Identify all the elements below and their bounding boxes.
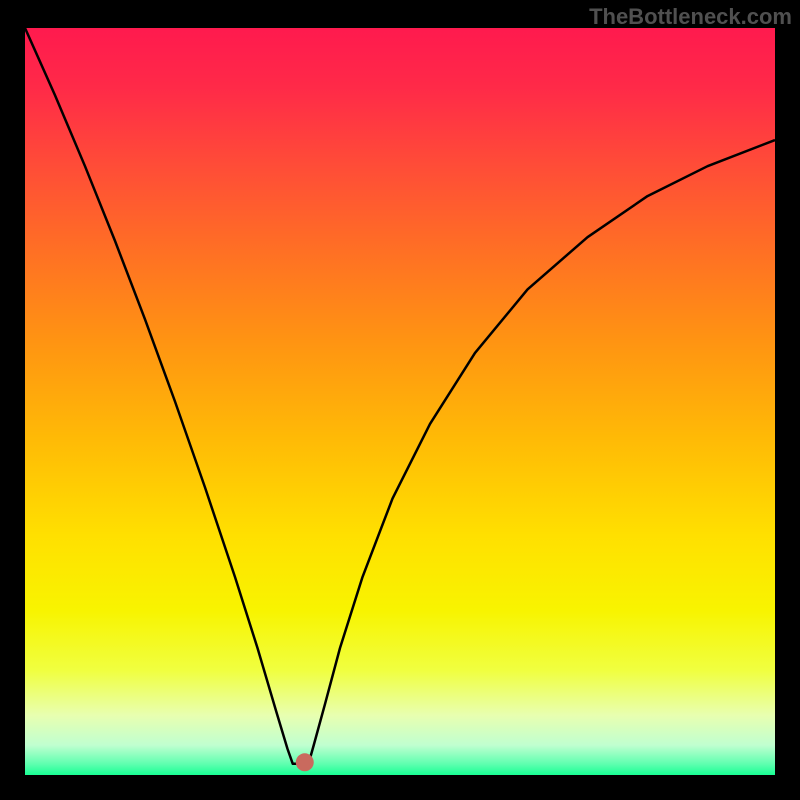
bottleneck-chart	[0, 0, 800, 800]
watermark-text: TheBottleneck.com	[589, 4, 792, 30]
optimal-point-marker	[296, 753, 314, 771]
plot-background	[25, 28, 775, 775]
